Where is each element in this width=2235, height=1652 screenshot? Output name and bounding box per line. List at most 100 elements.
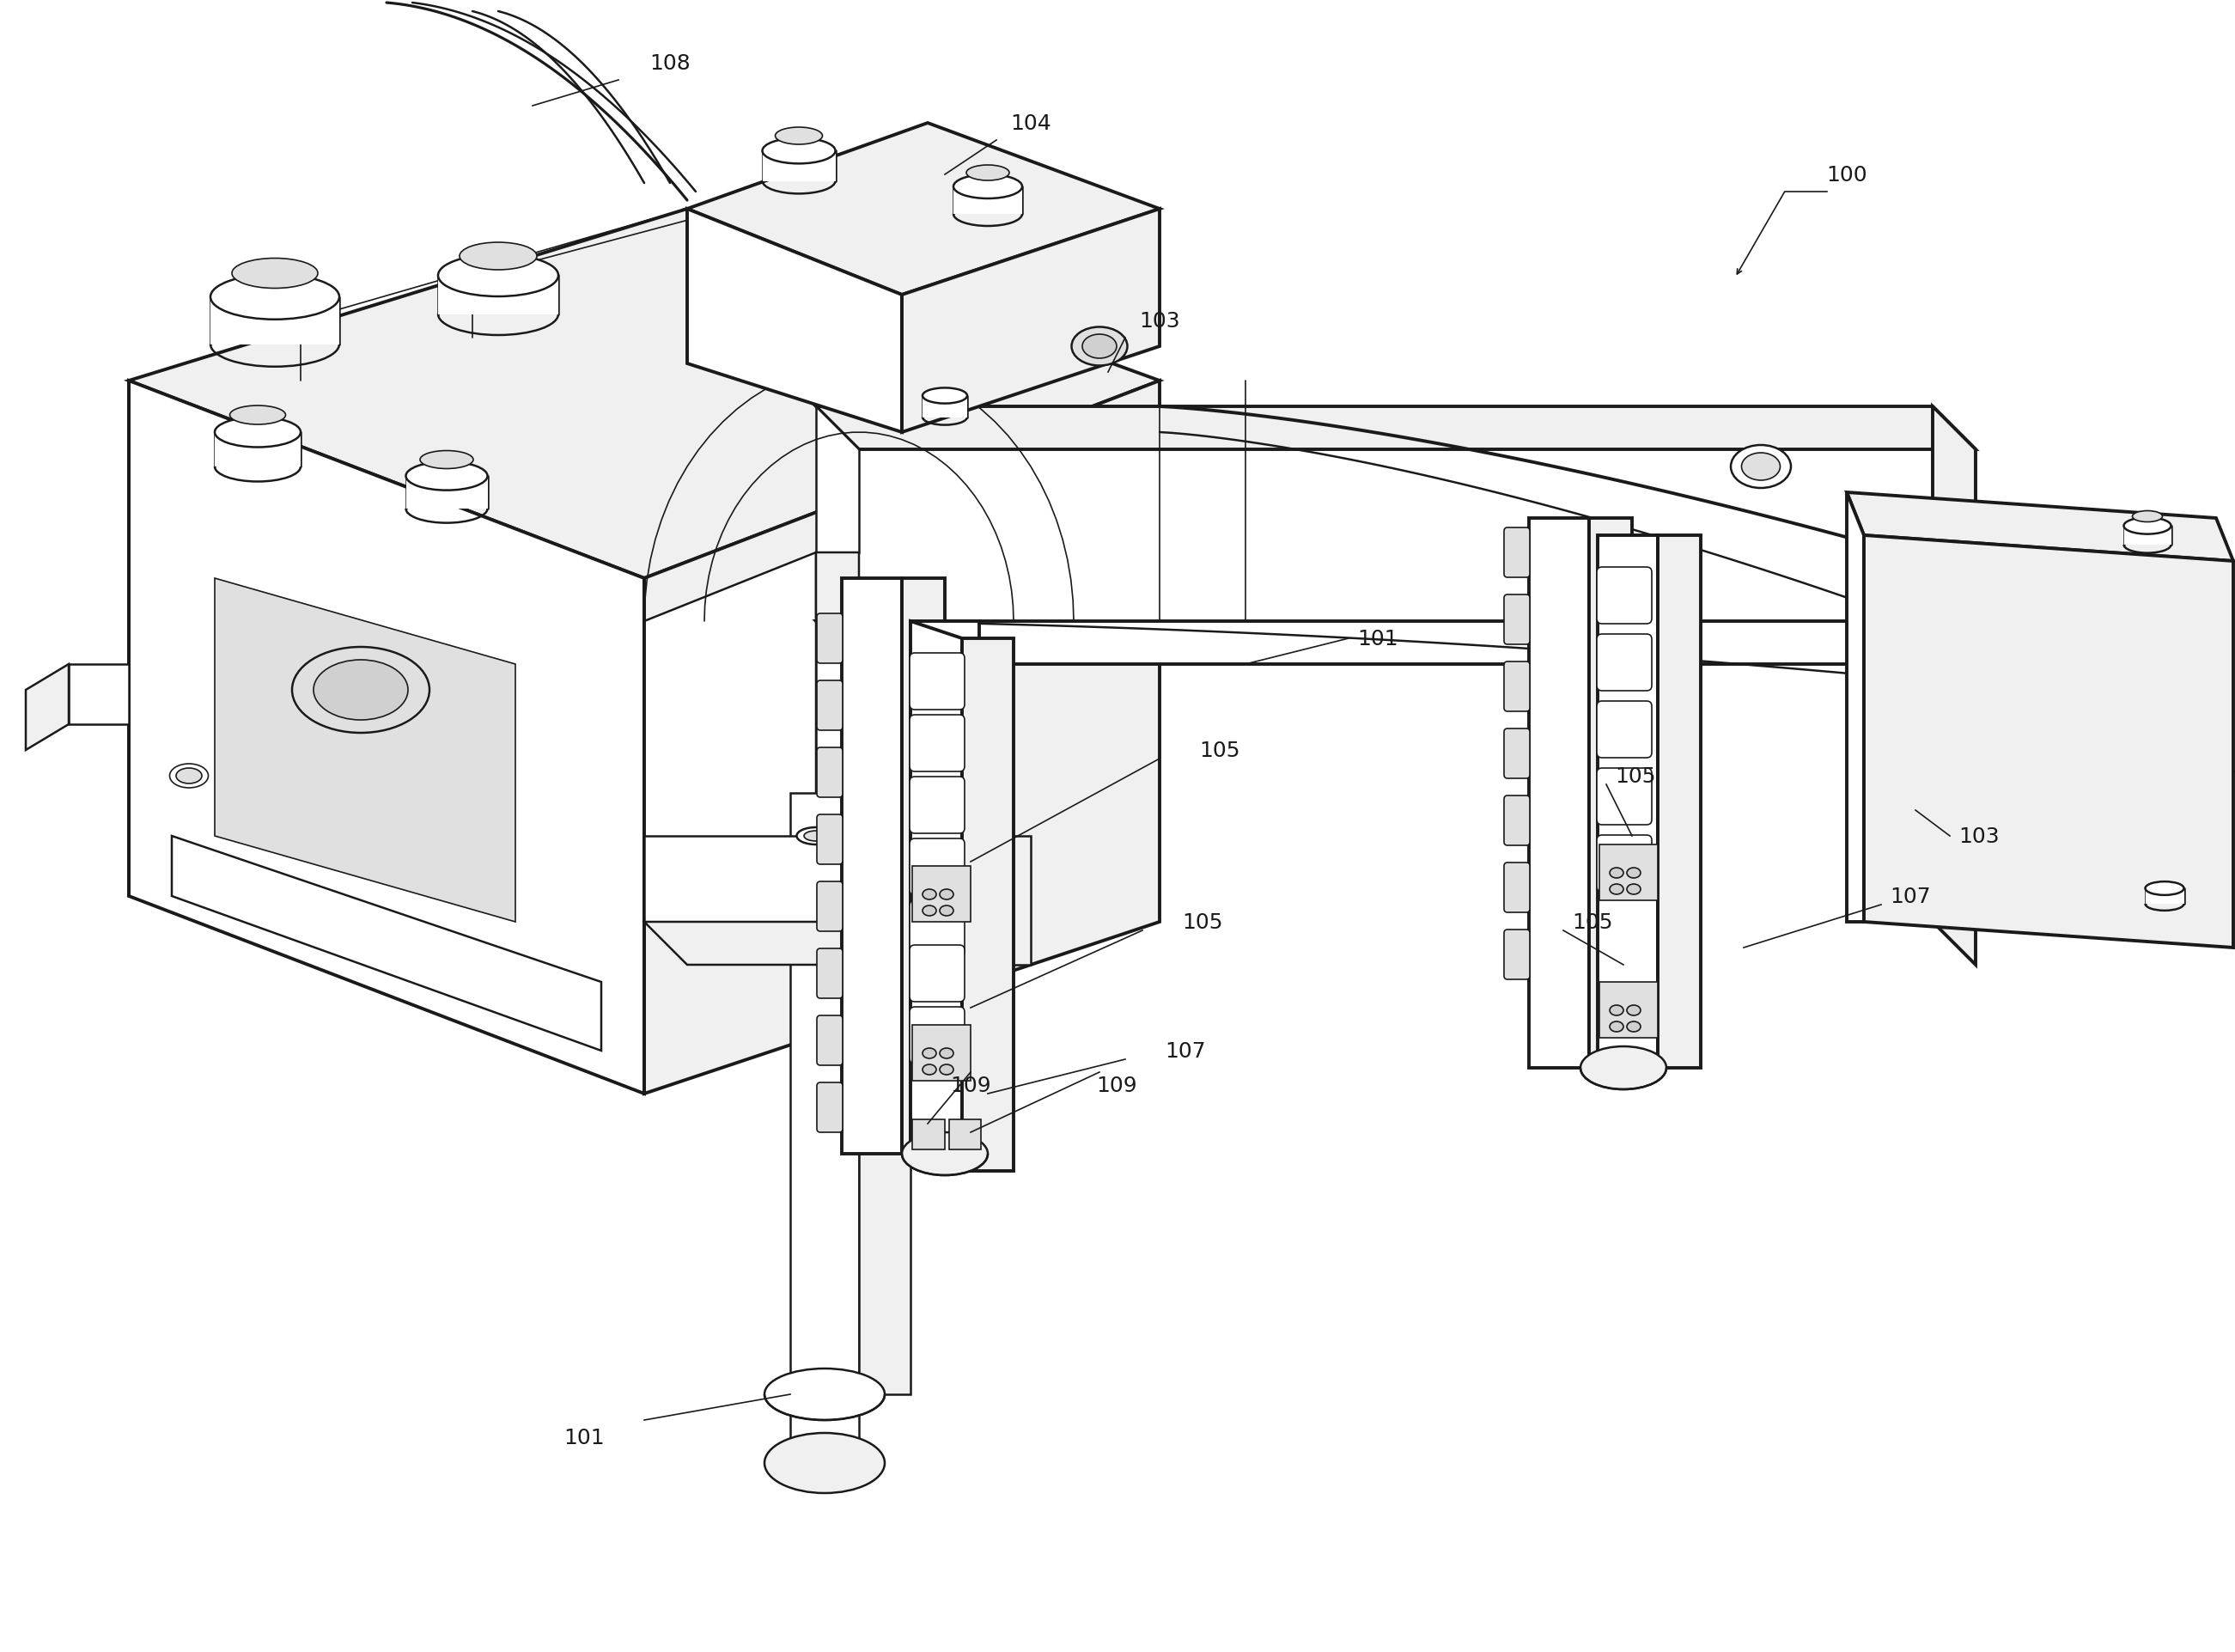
Ellipse shape <box>1730 446 1790 489</box>
FancyBboxPatch shape <box>816 615 843 664</box>
Ellipse shape <box>177 768 201 785</box>
Polygon shape <box>791 1394 858 1464</box>
Ellipse shape <box>460 243 536 271</box>
Ellipse shape <box>2146 882 2184 895</box>
FancyBboxPatch shape <box>910 715 966 771</box>
Polygon shape <box>912 866 970 922</box>
Text: 107: 107 <box>1164 1041 1207 1061</box>
Ellipse shape <box>923 388 968 405</box>
Ellipse shape <box>764 1432 885 1493</box>
Polygon shape <box>950 1120 981 1150</box>
Polygon shape <box>644 836 988 922</box>
Polygon shape <box>407 476 487 509</box>
Ellipse shape <box>1627 1006 1640 1016</box>
Ellipse shape <box>230 406 286 425</box>
Text: 100: 100 <box>1826 165 1866 185</box>
Polygon shape <box>215 578 516 922</box>
Polygon shape <box>816 406 858 553</box>
Ellipse shape <box>923 905 936 917</box>
FancyBboxPatch shape <box>910 839 966 895</box>
FancyBboxPatch shape <box>910 654 966 710</box>
Ellipse shape <box>939 1049 954 1059</box>
Polygon shape <box>988 836 1030 965</box>
Polygon shape <box>686 124 1160 296</box>
Polygon shape <box>1658 535 1701 1069</box>
Polygon shape <box>961 639 1012 1171</box>
Ellipse shape <box>1741 453 1781 481</box>
Polygon shape <box>438 276 559 314</box>
Polygon shape <box>910 621 979 1155</box>
Text: 108: 108 <box>650 53 691 74</box>
Polygon shape <box>130 210 1160 578</box>
Polygon shape <box>1589 519 1632 1069</box>
FancyBboxPatch shape <box>1596 568 1652 624</box>
Polygon shape <box>1600 844 1658 900</box>
Polygon shape <box>644 922 1030 965</box>
Polygon shape <box>172 836 601 1051</box>
Ellipse shape <box>954 175 1021 200</box>
Ellipse shape <box>1580 1047 1667 1090</box>
FancyBboxPatch shape <box>816 748 843 798</box>
Ellipse shape <box>939 889 954 900</box>
Text: 105: 105 <box>1200 740 1240 760</box>
Polygon shape <box>1529 519 1589 1069</box>
Polygon shape <box>791 793 858 922</box>
Polygon shape <box>69 664 130 725</box>
Polygon shape <box>644 382 1160 1094</box>
Polygon shape <box>858 793 910 922</box>
Ellipse shape <box>1609 867 1623 879</box>
Ellipse shape <box>923 1064 936 1075</box>
Ellipse shape <box>923 1049 936 1059</box>
FancyBboxPatch shape <box>816 1082 843 1133</box>
Ellipse shape <box>1609 1006 1623 1016</box>
Ellipse shape <box>1071 327 1126 367</box>
FancyBboxPatch shape <box>1596 836 1652 892</box>
Text: 103: 103 <box>1140 311 1180 332</box>
Polygon shape <box>816 621 1976 664</box>
Polygon shape <box>912 1026 970 1080</box>
Polygon shape <box>1598 535 1658 1069</box>
Polygon shape <box>644 836 858 948</box>
Ellipse shape <box>438 254 559 297</box>
Ellipse shape <box>762 139 836 164</box>
FancyBboxPatch shape <box>910 1008 966 1064</box>
FancyBboxPatch shape <box>1504 662 1529 712</box>
Ellipse shape <box>1627 1023 1640 1032</box>
Polygon shape <box>210 297 340 345</box>
Polygon shape <box>912 1120 945 1150</box>
Polygon shape <box>130 382 644 1094</box>
Polygon shape <box>816 406 1976 449</box>
Polygon shape <box>644 553 816 922</box>
Text: 109: 109 <box>1095 1075 1138 1095</box>
Ellipse shape <box>1627 867 1640 879</box>
Text: 107: 107 <box>1891 885 1931 907</box>
Text: 101: 101 <box>1357 628 1399 649</box>
Polygon shape <box>1600 983 1658 1037</box>
Ellipse shape <box>796 828 836 844</box>
Ellipse shape <box>966 165 1010 182</box>
Polygon shape <box>816 553 858 664</box>
FancyBboxPatch shape <box>910 945 966 1003</box>
FancyBboxPatch shape <box>1504 862 1529 912</box>
Polygon shape <box>215 433 302 468</box>
Polygon shape <box>816 621 858 836</box>
Polygon shape <box>1846 492 1864 922</box>
Text: 105: 105 <box>1182 912 1223 932</box>
FancyBboxPatch shape <box>816 681 843 730</box>
Polygon shape <box>1933 406 1976 965</box>
Polygon shape <box>27 664 69 750</box>
Polygon shape <box>858 922 910 1394</box>
Ellipse shape <box>420 451 474 469</box>
Polygon shape <box>903 578 945 1155</box>
FancyBboxPatch shape <box>1596 634 1652 691</box>
Polygon shape <box>1846 492 2233 562</box>
Polygon shape <box>2123 527 2170 545</box>
Ellipse shape <box>1609 884 1623 895</box>
Polygon shape <box>762 152 836 182</box>
Text: 105: 105 <box>1571 912 1614 932</box>
Ellipse shape <box>939 905 954 917</box>
FancyBboxPatch shape <box>910 900 966 958</box>
Ellipse shape <box>313 661 409 720</box>
Ellipse shape <box>903 1133 988 1176</box>
FancyBboxPatch shape <box>1504 930 1529 980</box>
